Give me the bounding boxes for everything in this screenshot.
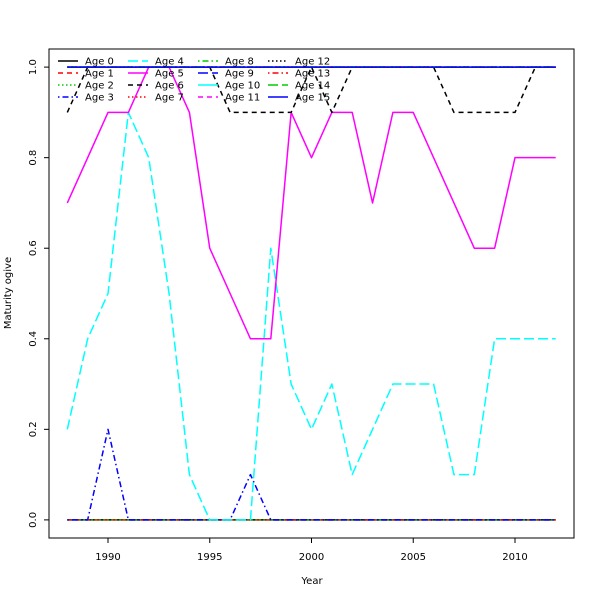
x-tick-label: 2000 [299, 552, 324, 563]
y-axis-label: Maturity ogive [3, 257, 14, 329]
legend-label: Age 5 [155, 69, 184, 80]
legend-label: Age 6 [155, 81, 184, 92]
legend-label: Age 12 [295, 57, 330, 68]
series-line-age-3 [67, 428, 556, 521]
legend-label: Age 11 [225, 93, 260, 104]
legend-label: Age 2 [85, 81, 114, 92]
y-tick-label: 0.0 [28, 512, 39, 528]
x-tick-label: 1995 [197, 552, 222, 563]
x-tick-label: 1990 [95, 552, 120, 563]
x-tick-label: 2010 [502, 552, 527, 563]
legend-label: Age 14 [295, 81, 330, 92]
x-axis: 1990 1995 2000 2005 2010 [95, 538, 528, 563]
legend-label: Age 3 [85, 93, 114, 104]
series-layer [66, 66, 556, 521]
y-tick-label: 1.0 [28, 59, 39, 75]
legend-label: Age 4 [155, 57, 184, 68]
legend-label: Age 15 [295, 93, 330, 104]
legend-label: Age 13 [295, 69, 330, 80]
legend-label: Age 8 [225, 57, 254, 68]
y-tick-label: 0.6 [28, 240, 39, 256]
legend-label: Age 0 [85, 57, 114, 68]
series-line-age-4 [66, 111, 556, 521]
legend-label: Age 9 [225, 69, 254, 80]
legend-label: Age 7 [155, 93, 184, 104]
y-tick-label: 0.8 [28, 150, 39, 166]
y-tick-label: 0.4 [28, 331, 39, 347]
y-tick-label: 0.2 [28, 421, 39, 437]
legend-label: Age 10 [225, 81, 260, 92]
y-axis: 0.0 0.2 0.4 0.6 0.8 1.0 [28, 59, 49, 528]
x-axis-label: Year [300, 576, 323, 587]
x-tick-label: 2005 [401, 552, 426, 563]
legend-label: Age 1 [85, 69, 114, 80]
